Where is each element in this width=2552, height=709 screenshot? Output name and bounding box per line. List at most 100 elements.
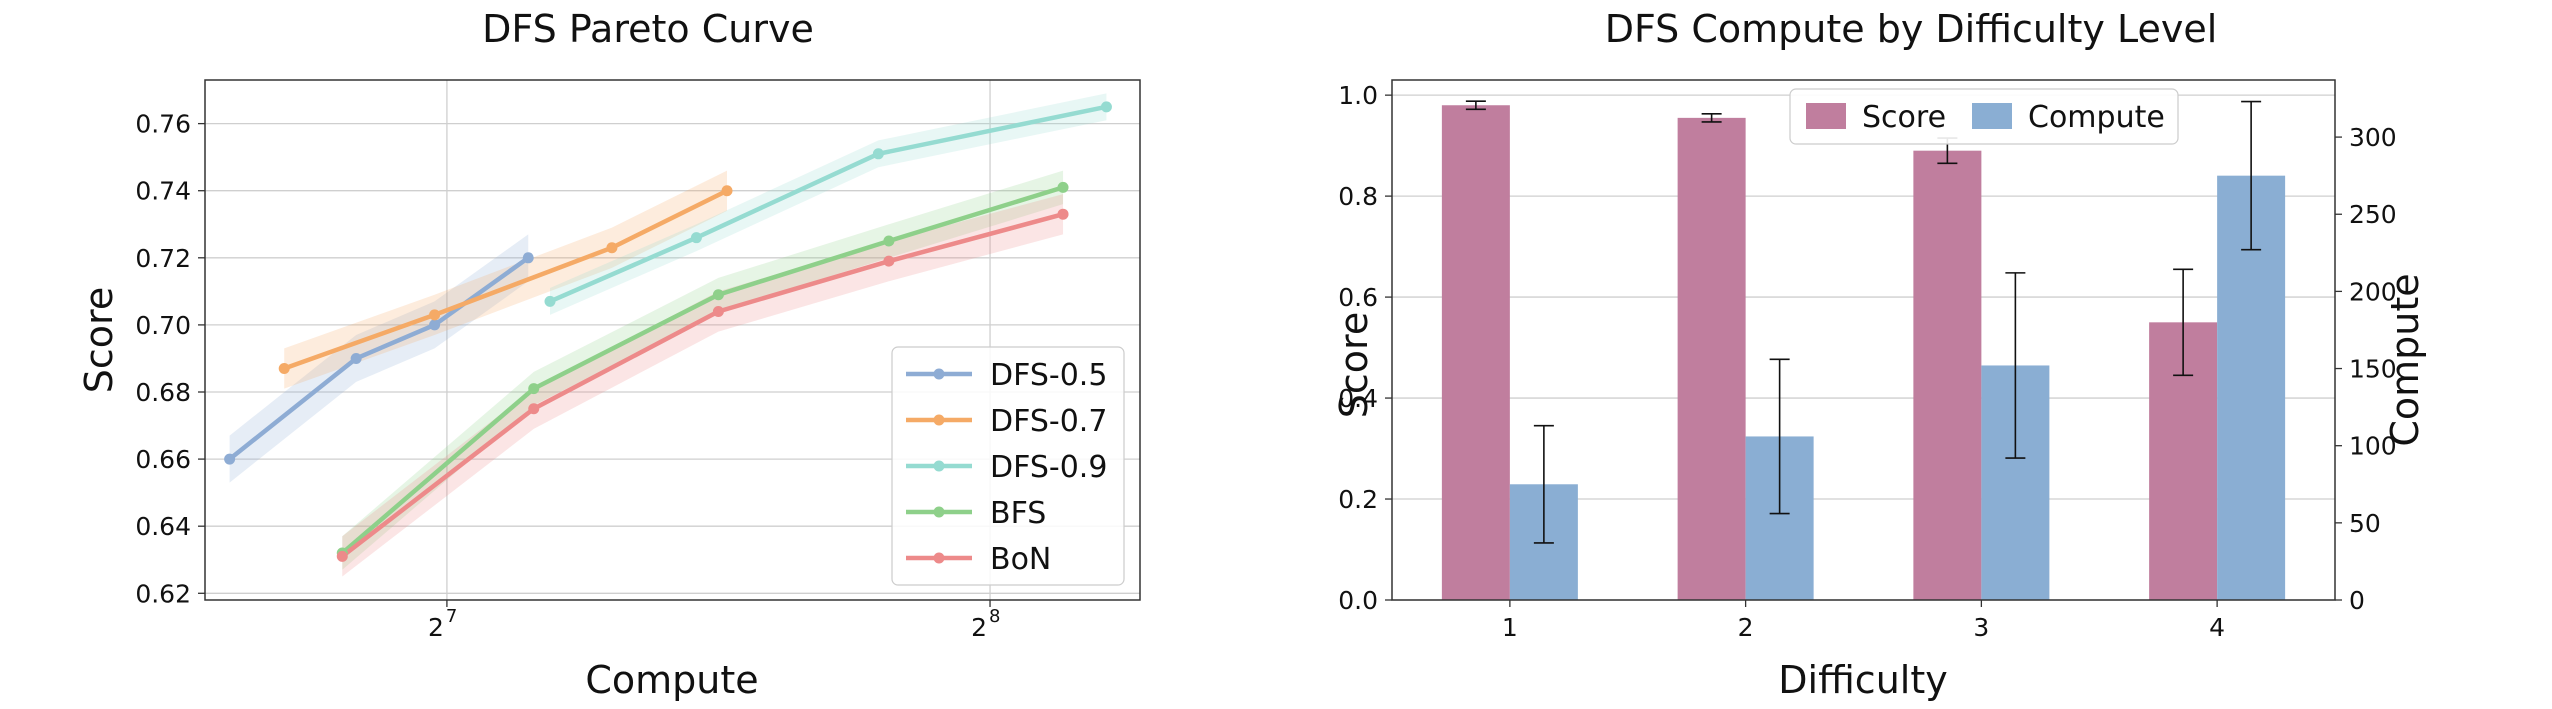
pareto-y-tick-label: 0.64	[135, 512, 191, 541]
difficulty-x-tick-label: 1	[1502, 613, 1518, 642]
pareto-line-dfs-0.9	[547, 104, 1109, 304]
pareto-line-dfs-0.5	[227, 255, 531, 462]
difficulty-compute-tick-label: 50	[2349, 509, 2381, 538]
difficulty-legend-entry: Score	[1806, 100, 1946, 135]
difficulty-legend: Score Compute	[1789, 88, 2179, 145]
pareto-plot-frame	[204, 79, 1141, 601]
difficulty-score-tick-label: 0.6	[1338, 283, 1378, 312]
difficulty-bar-score	[1677, 117, 1746, 600]
difficulty-y-axis-label-right: Compute	[2383, 273, 2427, 446]
difficulty-chart: DFS Compute by Difficulty Level 0.00.20.…	[1332, 7, 2427, 702]
pareto-point-dfs-0.7	[606, 242, 618, 254]
pareto-legend-entry: DFS-0.5	[906, 358, 1107, 393]
pareto-point-dfs-0.5	[522, 252, 534, 264]
pareto-point-dfs-0.9	[690, 232, 702, 244]
difficulty-bar-score	[1913, 150, 1982, 600]
difficulty-compute-tick-labels: 0 50 100 150 200 250 300	[2335, 123, 2397, 615]
pareto-y-tick-label: 0.76	[135, 110, 191, 139]
pareto-legend-label: DFS-0.5	[990, 358, 1107, 393]
pareto-point-bfs	[712, 289, 724, 301]
pareto-x-tick-base: 2	[971, 613, 987, 642]
pareto-point-bfs	[528, 383, 540, 395]
difficulty-error-bar-score	[1701, 113, 1722, 123]
difficulty-score-tick-label: 0.0	[1338, 586, 1378, 615]
difficulty-legend-entry: Compute	[1972, 100, 2165, 135]
pareto-y-tick-label: 0.68	[135, 378, 191, 407]
pareto-legend: DFS-0.5 DFS-0.7 DFS-0.9 BFS BoN	[891, 346, 1125, 586]
pareto-point-bon	[712, 305, 724, 317]
difficulty-legend-swatch	[1806, 103, 1846, 129]
difficulty-compute-tick-label: 0	[2349, 586, 2365, 615]
pareto-y-tick-label: 0.72	[135, 244, 191, 273]
difficulty-x-tick-label: 2	[1738, 613, 1754, 642]
pareto-band-dfs-0.7	[284, 170, 727, 389]
pareto-legend-label: BoN	[990, 542, 1051, 577]
pareto-legend-marker	[933, 368, 945, 380]
pareto-legend-entry: DFS-0.9	[906, 450, 1107, 485]
pareto-legend-entry: BFS	[906, 496, 1046, 531]
difficulty-x-tick-label: 3	[1973, 613, 1989, 642]
pareto-point-dfs-0.5	[429, 319, 441, 331]
difficulty-score-tick-labels: 0.0 0.2 0.4 0.6 0.8 1.0	[1338, 81, 1392, 615]
pareto-legend-marker	[933, 506, 945, 518]
difficulty-error-bar-compute	[1533, 424, 1554, 544]
pareto-y-tick-label: 0.70	[135, 311, 191, 340]
pareto-legend-marker	[933, 414, 945, 426]
pareto-band-dfs-0.5	[229, 234, 529, 483]
pareto-point-dfs-0.5	[224, 453, 236, 465]
pareto-y-axis-label: Score	[77, 287, 121, 393]
difficulty-bars	[1441, 105, 2286, 600]
difficulty-error-bar-compute	[1769, 358, 1790, 515]
pareto-point-dfs-0.9	[872, 148, 884, 160]
difficulty-compute-tick-label: 250	[2349, 200, 2397, 229]
difficulty-error-bar-score	[1465, 100, 1486, 111]
pareto-legend-entry: BoN	[906, 542, 1051, 577]
difficulty-x-axis-label: Difficulty	[1778, 658, 1947, 702]
pareto-x-axis-label: Compute	[585, 658, 758, 702]
difficulty-error-bar-compute	[2005, 272, 2026, 459]
difficulty-legend-label: Compute	[2028, 100, 2165, 135]
difficulty-title: DFS Compute by Difficulty Level	[1605, 7, 2218, 51]
difficulty-error-bar-score	[2173, 268, 2194, 377]
pareto-legend-marker	[933, 460, 945, 472]
difficulty-score-tick-label: 1.0	[1338, 81, 1378, 110]
pareto-legend-box	[891, 346, 1125, 586]
difficulty-score-tick-label: 0.2	[1338, 485, 1378, 514]
difficulty-error-bars	[1465, 100, 2262, 544]
pareto-data-points	[224, 101, 1112, 562]
difficulty-score-tick-label: 0.8	[1338, 182, 1378, 211]
pareto-point-dfs-0.5	[350, 352, 362, 364]
difficulty-score-tick-label: 0.4	[1338, 384, 1378, 413]
difficulty-bar-score	[1441, 105, 1510, 600]
pareto-y-tick-labels: 0.62 0.64 0.66 0.68 0.70 0.72 0.74 0.76	[135, 110, 205, 608]
pareto-point-bon	[1057, 208, 1069, 220]
pareto-point-dfs-0.9	[544, 295, 556, 307]
pareto-chart: DFS Pareto Curve 0.62 0.64 0.66 0.68 0.70 0.7…	[77, 7, 1141, 702]
pareto-point-dfs-0.7	[721, 185, 733, 197]
pareto-x-tick-exponent: 8	[989, 606, 1000, 627]
pareto-point-bfs	[883, 235, 895, 247]
pareto-legend-label: DFS-0.9	[990, 450, 1107, 485]
pareto-point-bfs	[1057, 181, 1069, 193]
pareto-title: DFS Pareto Curve	[482, 7, 814, 51]
difficulty-compute-tick-label: 150	[2349, 355, 2397, 384]
difficulty-compute-tick-label: 300	[2349, 123, 2397, 152]
pareto-line-dfs-0.7	[281, 188, 730, 371]
pareto-x-tick-exponent: 7	[446, 606, 457, 627]
difficulty-compute-tick-label: 100	[2349, 432, 2397, 461]
pareto-point-dfs-0.9	[1100, 101, 1112, 113]
difficulty-legend-label: Score	[1862, 100, 1946, 135]
pareto-y-tick-label: 0.66	[135, 445, 191, 474]
pareto-band-dfs-0.9	[550, 93, 1107, 315]
pareto-legend-label: DFS-0.7	[990, 404, 1107, 439]
pareto-legend-marker	[933, 552, 945, 564]
difficulty-x-tick-label: 4	[2209, 613, 2225, 642]
pareto-y-tick-label: 0.62	[135, 579, 191, 608]
pareto-y-tick-label: 0.74	[135, 177, 191, 206]
pareto-point-bon	[528, 403, 540, 415]
pareto-point-bon	[336, 550, 348, 562]
